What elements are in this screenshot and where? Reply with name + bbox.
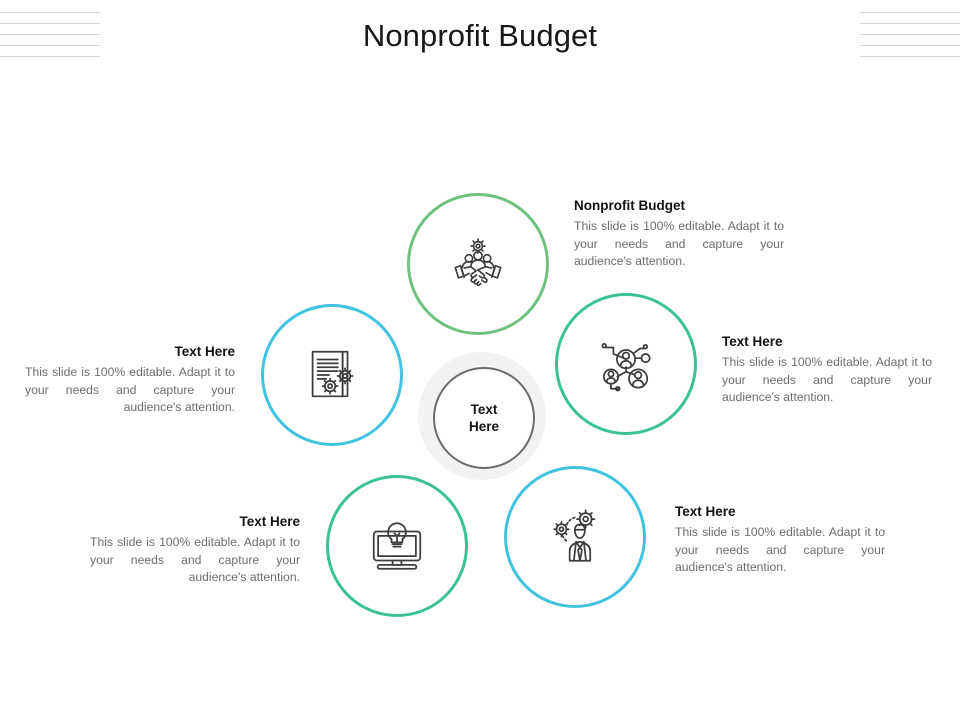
decor-lines-top-left [0, 12, 100, 58]
caption-title: Nonprofit Budget [574, 198, 685, 213]
node-circle-4[interactable] [326, 475, 468, 617]
node-circle-5[interactable] [504, 466, 646, 608]
decor-line [0, 45, 100, 46]
node-circle-3[interactable] [555, 293, 697, 435]
decor-line [0, 12, 100, 13]
hub-label: Text Here [468, 402, 500, 434]
decor-lines-top-right [860, 12, 960, 58]
decor-line [0, 56, 100, 57]
caption-body: This slide is 100% editable. Adapt it to… [675, 525, 885, 574]
page-title: Nonprofit Budget [362, 18, 598, 53]
caption-title: Text Here [239, 514, 300, 529]
caption-title: Text Here [675, 504, 736, 519]
handshake-gear-people-icon [454, 238, 502, 287]
caption-block-5: Text Here This slide is 100% editable. A… [675, 503, 885, 577]
decor-line [0, 34, 100, 35]
decor-line [0, 23, 100, 24]
document-gears-icon [311, 350, 354, 398]
caption-body: This slide is 100% editable. Adapt it to… [25, 365, 235, 414]
people-network-icon [601, 342, 651, 392]
monitor-lightbulb-icon [372, 522, 422, 570]
decor-line [860, 45, 960, 46]
caption-block-1: Nonprofit Budget This slide is 100% edit… [574, 197, 784, 271]
caption-block-2: Text Here This slide is 100% editable. A… [25, 343, 235, 417]
caption-title: Text Here [174, 344, 235, 359]
businessman-gears-icon [553, 509, 596, 562]
caption-body: This slide is 100% editable. Adapt it to… [90, 535, 300, 584]
node-circle-1[interactable] [407, 193, 549, 335]
caption-title: Text Here [722, 334, 783, 349]
hub-circle[interactable]: Text Here [433, 367, 535, 469]
caption-body: This slide is 100% editable. Adapt it to… [722, 355, 932, 404]
decor-line [860, 56, 960, 57]
caption-block-3: Text Here This slide is 100% editable. A… [722, 333, 932, 407]
caption-body: This slide is 100% editable. Adapt it to… [574, 219, 784, 268]
node-circle-2[interactable] [261, 304, 403, 446]
decor-line [860, 34, 960, 35]
decor-line [860, 23, 960, 24]
caption-block-4: Text Here This slide is 100% editable. A… [90, 513, 300, 587]
decor-line [860, 12, 960, 13]
